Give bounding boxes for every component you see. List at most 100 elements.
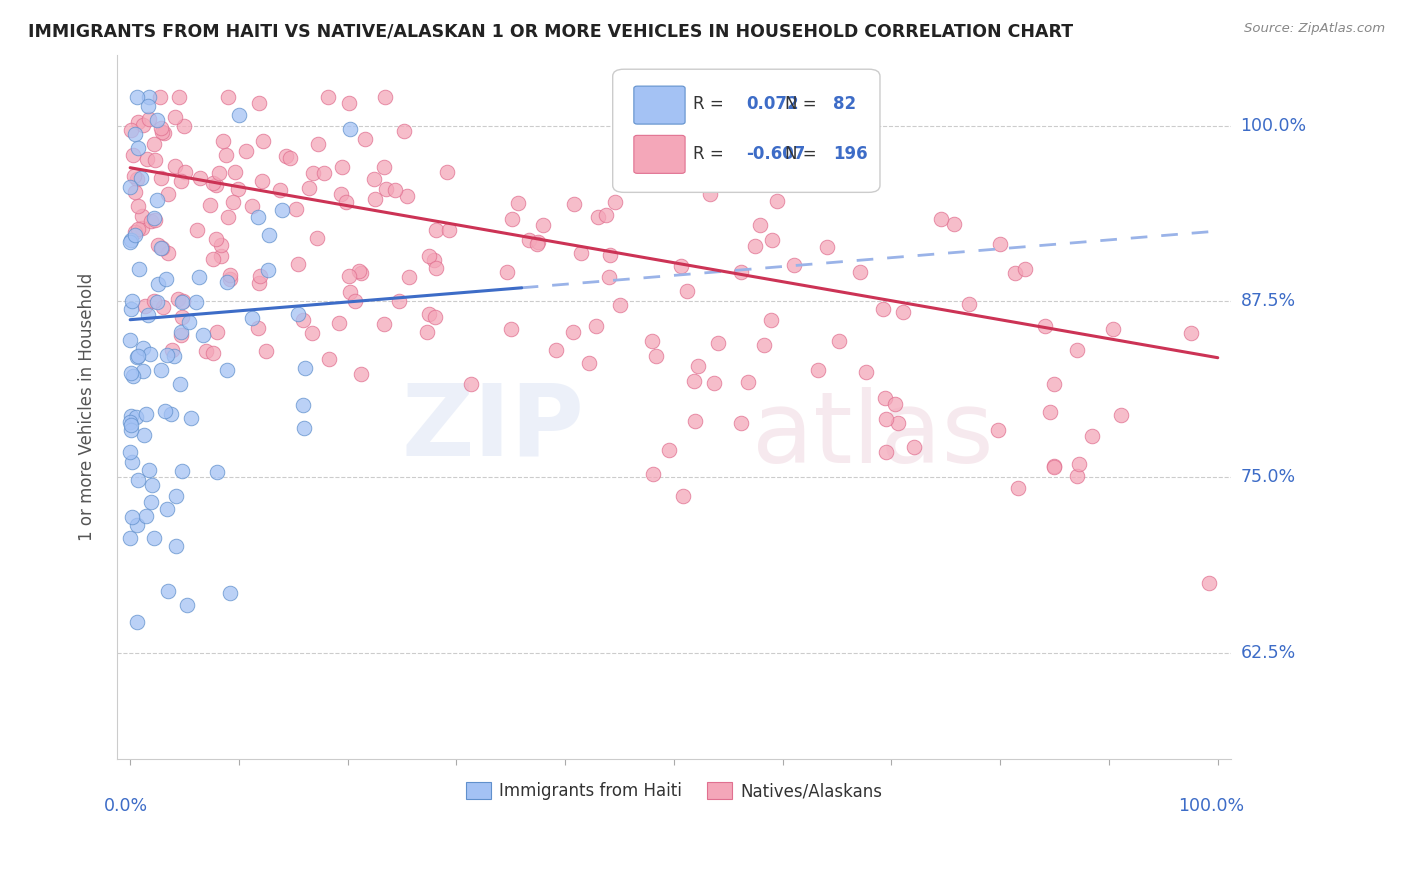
Point <box>135 508 157 523</box>
Point <box>141 478 163 492</box>
Point <box>209 238 232 252</box>
Point <box>350 266 373 280</box>
Point <box>152 125 174 139</box>
Point <box>578 356 600 370</box>
Point <box>170 174 193 188</box>
Point <box>121 148 143 162</box>
Point <box>423 252 446 267</box>
Point <box>1180 326 1202 340</box>
Point <box>418 307 440 321</box>
Point <box>1043 459 1066 474</box>
Point <box>392 124 415 138</box>
Point <box>150 363 173 377</box>
Point <box>460 377 482 392</box>
Text: 82: 82 <box>834 95 856 113</box>
Point <box>138 463 160 477</box>
Text: 87.5%: 87.5% <box>1240 293 1296 310</box>
Point <box>287 257 309 271</box>
Point <box>170 325 193 339</box>
Text: atlas: atlas <box>752 386 994 483</box>
Point <box>730 416 752 430</box>
Point <box>1014 262 1036 277</box>
Point <box>125 409 148 424</box>
Point <box>180 411 202 425</box>
Point <box>146 113 169 128</box>
Point <box>221 195 243 210</box>
Point <box>170 294 193 309</box>
Point <box>807 363 830 377</box>
Point <box>247 276 270 290</box>
Text: ZIP: ZIP <box>402 380 585 476</box>
Point <box>1007 481 1029 495</box>
Point <box>943 218 966 232</box>
Point <box>337 95 360 110</box>
Point <box>418 249 440 263</box>
Point <box>157 246 180 260</box>
Point <box>988 237 1011 252</box>
Text: 75.0%: 75.0% <box>1240 468 1296 486</box>
Point <box>209 249 232 263</box>
Point <box>765 194 787 208</box>
Point <box>146 193 169 207</box>
Point <box>683 414 706 428</box>
Point <box>298 181 321 195</box>
Text: N =: N = <box>786 95 823 113</box>
Point <box>1039 405 1062 419</box>
Point <box>855 365 877 379</box>
Text: 62.5%: 62.5% <box>1240 644 1296 662</box>
Point <box>703 376 725 390</box>
Point <box>595 208 617 222</box>
Point <box>330 186 353 201</box>
Point <box>318 351 340 366</box>
Point <box>215 148 238 162</box>
Point <box>121 294 143 309</box>
Point <box>124 169 146 183</box>
Point <box>217 210 239 224</box>
Point <box>294 360 316 375</box>
Point <box>761 313 783 327</box>
Point <box>149 241 172 255</box>
Point <box>120 418 142 433</box>
Point <box>205 465 228 479</box>
Point <box>128 262 150 277</box>
Point <box>287 307 309 321</box>
Point <box>1102 322 1125 336</box>
Point <box>396 189 419 203</box>
Point <box>152 300 174 314</box>
Point <box>254 343 277 358</box>
Point <box>179 315 201 329</box>
Point <box>1043 459 1066 474</box>
Point <box>284 202 307 217</box>
Point <box>347 264 370 278</box>
Point <box>501 322 523 336</box>
Text: 0.072: 0.072 <box>747 95 799 113</box>
Point <box>873 391 896 405</box>
Point <box>155 271 177 285</box>
Point <box>120 301 142 316</box>
Point <box>138 90 160 104</box>
Point <box>148 90 170 104</box>
Point <box>156 502 179 516</box>
Point <box>205 178 228 193</box>
Point <box>598 269 620 284</box>
Point <box>167 90 190 104</box>
Point <box>278 151 301 165</box>
Point <box>891 304 914 318</box>
Point <box>292 420 315 434</box>
Point <box>136 99 159 113</box>
Point <box>169 328 191 343</box>
Point <box>328 316 350 330</box>
Point <box>131 220 153 235</box>
Point <box>127 199 149 213</box>
Point <box>252 134 274 148</box>
Point <box>274 148 297 162</box>
Point <box>672 489 695 503</box>
Point <box>1198 576 1220 591</box>
Point <box>301 326 323 340</box>
Point <box>132 364 155 378</box>
Point <box>198 198 221 212</box>
Point <box>682 374 704 388</box>
Point <box>749 218 772 232</box>
Point <box>423 310 446 325</box>
Point <box>124 127 146 141</box>
